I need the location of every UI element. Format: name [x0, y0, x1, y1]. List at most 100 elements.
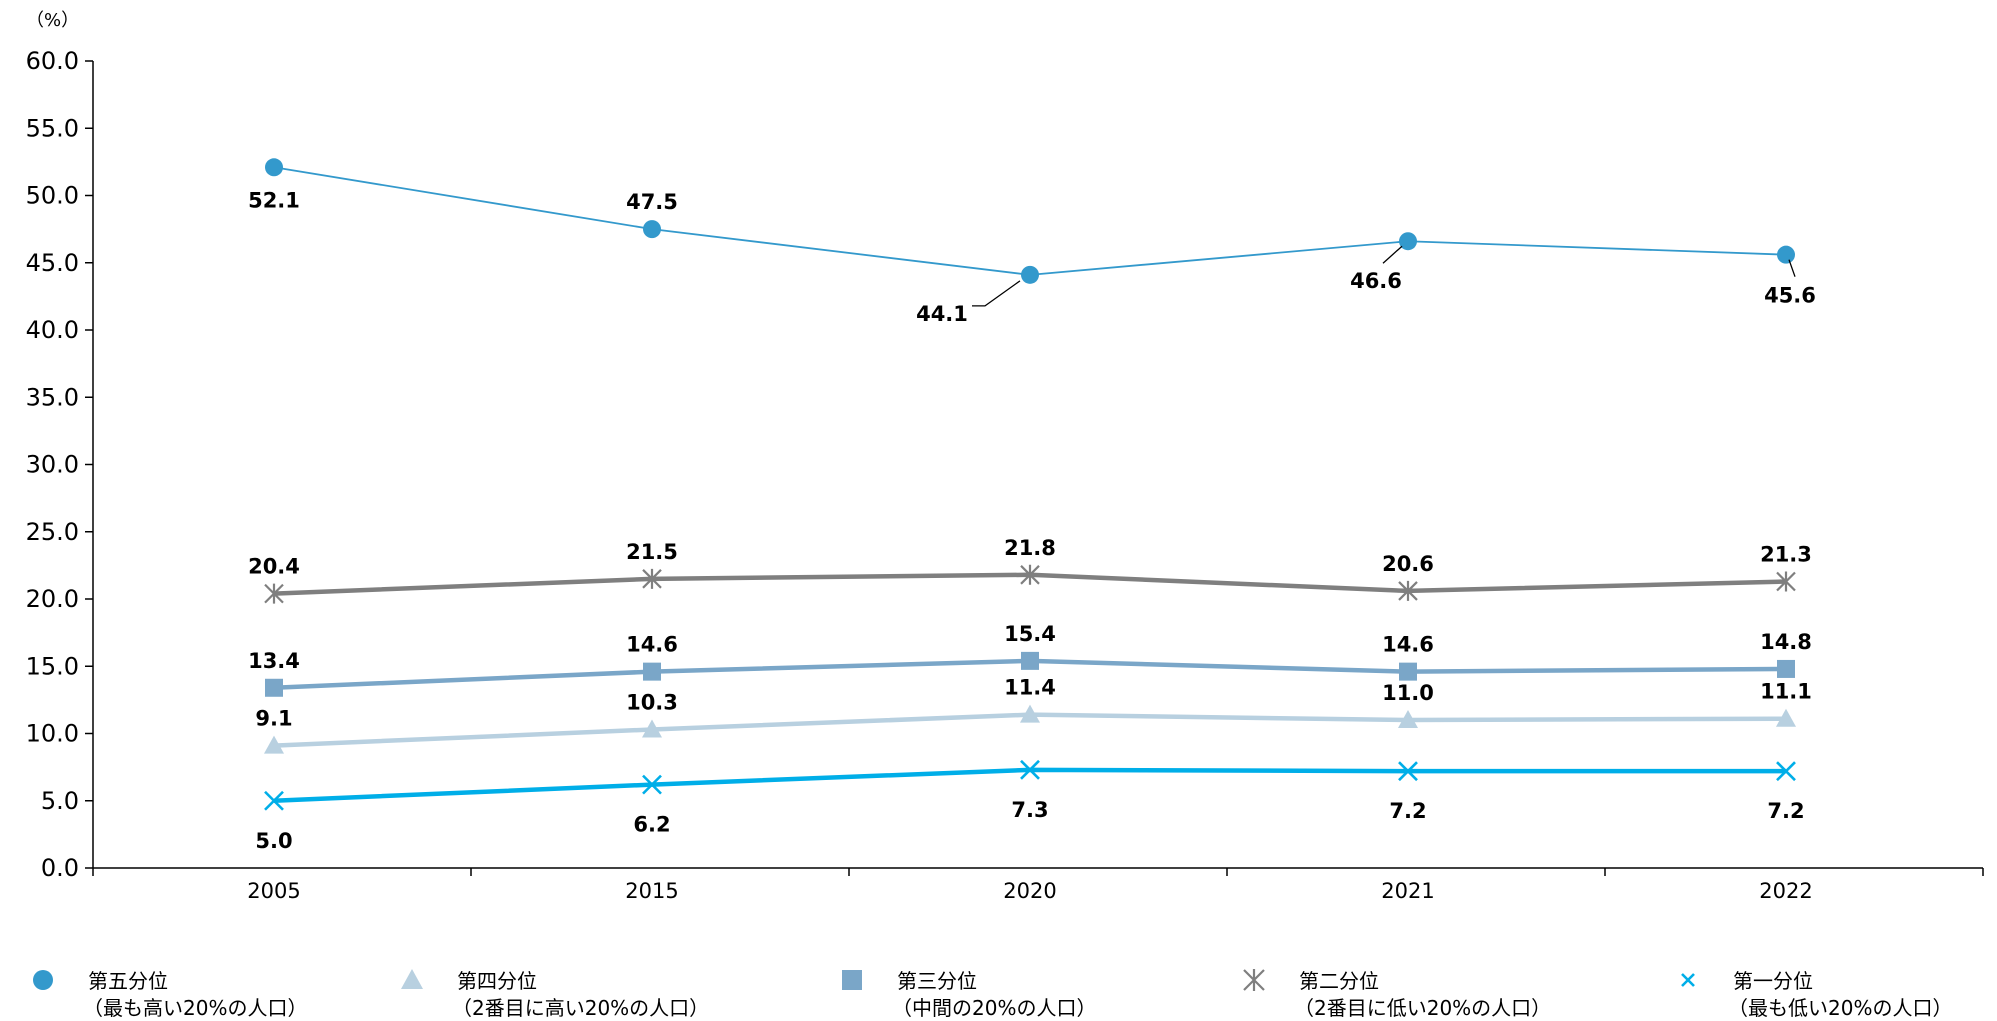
data-point [1020, 564, 1040, 585]
leader-line [1382, 245, 1403, 264]
data-point [1021, 265, 1039, 284]
y-axis-unit-label: （%） [26, 10, 79, 31]
data-label-q4: 9.1 [255, 707, 292, 731]
data-point [642, 568, 662, 589]
data-label-q4: 11.1 [1760, 680, 1812, 704]
data-label-q4: 11.4 [1004, 676, 1056, 700]
data-point [1681, 973, 1695, 987]
legend-item-q5: 第五分位 （最も高い20%の人口） [33, 969, 307, 1020]
y-tick-label: 10.0 [26, 720, 79, 748]
data-point [264, 583, 284, 604]
data-point [1776, 761, 1796, 782]
data-label-q4: 10.3 [626, 690, 678, 714]
data-point [1020, 704, 1040, 723]
data-label-q5: 46.6 [1350, 269, 1402, 293]
data-label-q3: 14.8 [1760, 630, 1812, 654]
data-point [33, 970, 53, 990]
data-label-q5: 44.1 [916, 302, 968, 326]
data-point [1399, 232, 1417, 251]
data-label-q2: 21.8 [1004, 536, 1056, 560]
data-point [1398, 580, 1418, 601]
data-point [1777, 659, 1795, 678]
leader-line [972, 280, 1021, 307]
legend-item-q3: 第三分位 （中間の20%の人口） [842, 969, 1096, 1020]
y-tick-label: 55.0 [26, 114, 79, 142]
series-line [273, 767, 1786, 803]
series-q5 [265, 158, 1795, 284]
data-point [264, 735, 284, 754]
data-point [401, 969, 423, 989]
x-axis: 2005 2015 2020 2021 2022 [92, 867, 1984, 903]
data-label-q3: 13.4 [248, 649, 300, 673]
legend-label-line2: （中間の20%の人口） [892, 996, 1096, 1020]
x-tick-label: 2015 [625, 879, 678, 903]
y-tick-label: 5.0 [41, 787, 79, 815]
x-tick-label: 2022 [1759, 879, 1812, 903]
data-label-q5: 52.1 [248, 188, 300, 212]
data-label-q3: 14.6 [626, 633, 678, 657]
series-q2 [264, 564, 1796, 604]
data-label-q1: 7.2 [1389, 799, 1426, 823]
legend-label-line1: 第五分位 [88, 969, 168, 993]
data-label-q1: 7.2 [1767, 799, 1804, 823]
data-label-q4: 11.0 [1382, 681, 1434, 705]
legend-item-q2: 第二分位 （2番目に低い20%の人口） [1243, 969, 1551, 1020]
legend-label-line1: 第二分位 [1299, 969, 1379, 993]
data-label-q1: 6.2 [633, 813, 670, 837]
data-label-q2: 21.3 [1760, 543, 1812, 567]
y-tick-label: 0.0 [41, 854, 79, 882]
series-layer [264, 158, 1796, 811]
data-label-q5: 47.5 [626, 190, 678, 214]
legend-label-line2: （2番目に高い20%の人口） [452, 996, 709, 1020]
data-point [1398, 761, 1418, 782]
data-point [1776, 708, 1796, 727]
y-tick-label: 40.0 [26, 316, 79, 344]
data-labels-layer: 52.1 47.5 44.1 46.6 45.6 9.1 10.3 11.4 11.0 11.1 1… [248, 188, 1816, 852]
data-label-q1: 5.0 [255, 829, 292, 853]
legend-label-line1: 第四分位 [457, 969, 537, 993]
y-tick-label: 30.0 [26, 451, 79, 479]
legend-label-line1: 第一分位 [1733, 969, 1813, 993]
data-point [842, 970, 862, 990]
y-tick-label: 50.0 [26, 182, 79, 210]
data-point [264, 790, 284, 811]
data-point [1243, 969, 1265, 991]
data-point [643, 220, 661, 239]
data-point [1776, 571, 1796, 592]
data-point [1020, 759, 1040, 780]
data-point [642, 774, 662, 795]
data-point [265, 678, 283, 697]
y-tick-label: 60.0 [26, 47, 79, 75]
y-tick-label: 25.0 [26, 518, 79, 546]
y-tick-label: 15.0 [26, 652, 79, 680]
x-tick-label: 2005 [247, 879, 300, 903]
data-label-q3: 14.6 [1382, 633, 1434, 657]
data-point [1777, 245, 1795, 264]
series-q4 [264, 704, 1796, 754]
data-label-q5: 45.6 [1764, 284, 1816, 308]
data-label-q2: 21.5 [626, 540, 678, 564]
legend: 第五分位 （最も高い20%の人口） 第四分位 （2番目に高い20%の人口） 第三分位 （中… [33, 969, 1952, 1020]
data-point [1398, 710, 1418, 729]
legend-item-q4: 第四分位 （2番目に高い20%の人口） [401, 969, 709, 1020]
y-axis: 0.0 5.0 10.0 15.0 20.0 25.0 30.0 35.0 40.0 45.0 50… [26, 47, 94, 882]
data-label-q2: 20.6 [1382, 552, 1434, 576]
data-label-q3: 15.4 [1004, 622, 1056, 646]
leader-line [1788, 259, 1796, 277]
data-label-q2: 20.4 [248, 555, 300, 579]
data-point [1399, 662, 1417, 681]
legend-item-q1: 第一分位 （最も低い20%の人口） [1681, 969, 1952, 1020]
y-tick-label: 45.0 [26, 249, 79, 277]
data-point [265, 158, 283, 177]
series-q3 [265, 651, 1795, 697]
x-tick-label: 2020 [1003, 879, 1056, 903]
legend-label-line2: （2番目に低い20%の人口） [1294, 996, 1551, 1020]
data-point [642, 719, 662, 738]
series-line [273, 166, 1787, 276]
data-point [1021, 651, 1039, 670]
y-tick-label: 20.0 [26, 585, 79, 613]
series-q1 [264, 759, 1796, 811]
data-point [643, 662, 661, 681]
data-label-q1: 7.3 [1011, 798, 1048, 822]
